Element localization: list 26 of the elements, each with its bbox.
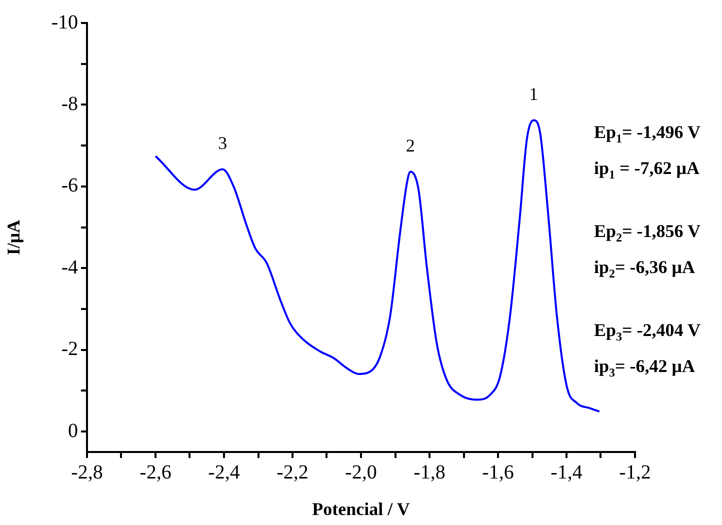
x-tick-label: -2,6 [140,461,172,484]
annotation: ip$_{2}$= -6,36 μA [594,256,696,282]
y-axis-title: I/μA [3,220,24,256]
x-tick-label: -2,0 [345,461,377,484]
x-axis-title: Potencial / V [312,498,410,519]
y-tick-label: -6 [61,174,78,197]
x-tick-label: -1,6 [482,461,514,484]
y-tick-label: -8 [61,92,78,115]
x-tick-label: -2,4 [208,461,240,484]
annotation: 2 [406,135,415,156]
annotation: ip$_{3}$= -6,42 μA [594,354,696,382]
annotation: 3 [218,133,228,154]
y-tick-label: -10 [51,11,78,34]
y-tick-label: -2 [61,338,78,360]
x-tick-label: -1,4 [550,461,582,484]
x-tick-label: -2,8 [71,461,103,484]
x-tick-label: -1,8 [414,461,446,484]
annotation: Ep$_{3}$= -2,404 V [594,319,700,346]
annotation: 1 [529,84,538,104]
x-tick-label: -2,2 [276,461,308,484]
annotation: Ep$_{2}$= -1,856 V [594,220,700,247]
y-tick-label: -4 [61,256,78,278]
annotation: ip$_{1}$ = -7,62 μA [594,156,700,184]
x-tick-label: -1,2 [619,461,651,484]
annotation: Ep$_{1}$= -1,496 V [594,121,700,148]
y-tick-label: 0 [68,420,78,442]
